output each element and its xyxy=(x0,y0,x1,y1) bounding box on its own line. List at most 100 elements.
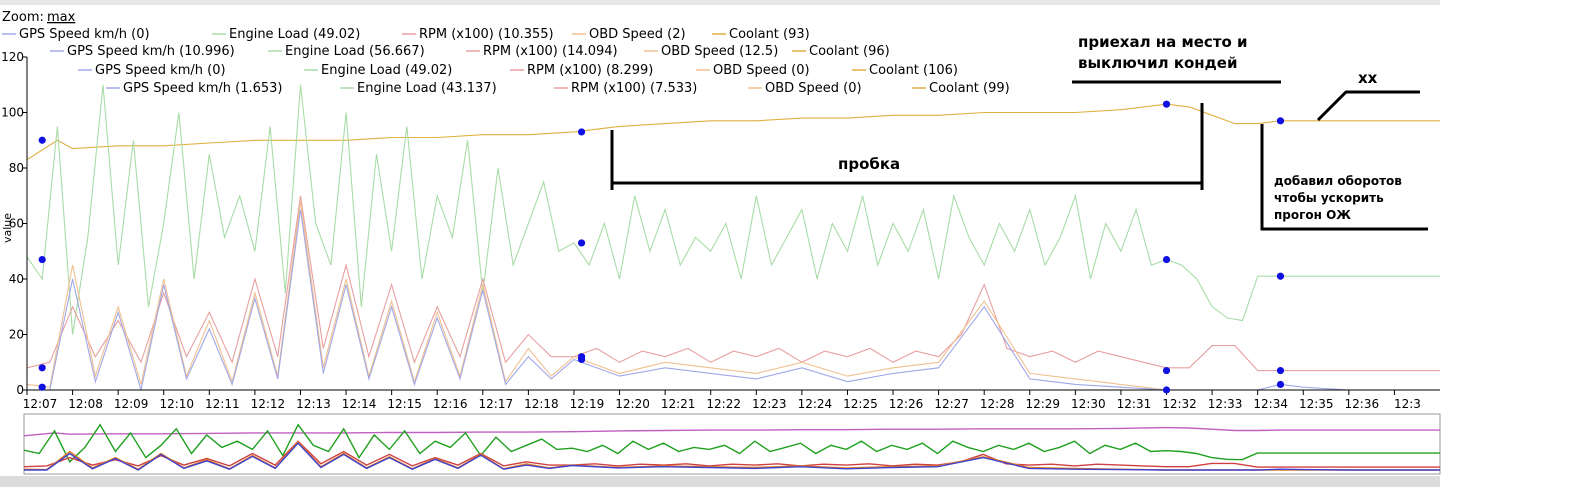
x-tick-label-13: 12:20 xyxy=(615,397,650,411)
y-tick-label-4: 80 xyxy=(9,161,24,175)
legend-entry-0-3[interactable]: OBD Speed (2) xyxy=(589,27,686,42)
annotation-revs-line3: прогон ОЖ xyxy=(1274,208,1351,222)
legend-entry-2-1[interactable]: Engine Load (49.02) xyxy=(321,63,452,78)
zoom-max-link[interactable]: max xyxy=(47,10,76,25)
hover-marker-9 xyxy=(1162,255,1171,264)
hover-marker-0 xyxy=(38,136,46,144)
x-tick-label-25: 12:32 xyxy=(1162,397,1197,411)
navigator-line-0 xyxy=(23,426,1440,437)
legend-entry-1-2[interactable]: RPM (x100) (14.094) xyxy=(483,44,618,59)
zoom-label: Zoom: xyxy=(2,10,44,25)
legend-entry-3-0[interactable]: GPS Speed km/h (1.653) xyxy=(123,81,283,96)
legend-entry-2-4[interactable]: Coolant (106) xyxy=(869,63,958,78)
x-tick-label-27: 12:34 xyxy=(1253,397,1288,411)
plot-area[interactable] xyxy=(26,84,1440,391)
x-tick-label-28: 12:35 xyxy=(1299,397,1334,411)
x-tick-label-7: 12:14 xyxy=(342,397,377,411)
legend-entry-3-1[interactable]: Engine Load (43.137) xyxy=(357,81,497,96)
series-line-1 xyxy=(26,84,1440,335)
legend-entry-0-4[interactable]: Coolant (93) xyxy=(729,27,810,42)
legend-entry-1-0[interactable]: GPS Speed km/h (10.996) xyxy=(67,44,235,59)
annotation-revs-line2: чтобы ускорить xyxy=(1274,191,1384,205)
idle-pointer xyxy=(1316,90,1420,122)
legend-entry-0-2[interactable]: RPM (x100) (10.355) xyxy=(419,27,554,42)
annotation-arrived-line2: выключил кондей xyxy=(1078,54,1237,72)
navigator-line-2 xyxy=(23,440,1440,468)
x-tick-label-18: 12:25 xyxy=(843,397,878,411)
navigator-line-4 xyxy=(24,442,1440,471)
y-axis-label: value xyxy=(1,213,14,243)
annotations: приехал на место и выключил кондей пробк… xyxy=(610,33,1428,231)
x-tick-label-1: 12:08 xyxy=(68,397,103,411)
annotation-arrived-line1: приехал на место и xyxy=(1078,33,1248,51)
legend-entry-3-4[interactable]: Coolant (99) xyxy=(929,81,1010,96)
annotation-traffic: пробка xyxy=(838,155,900,173)
hover-marker-7 xyxy=(577,355,586,364)
x-tick-label-6: 12:13 xyxy=(296,397,331,411)
hover-marker-15 xyxy=(1276,380,1285,389)
legend-entry-1-1[interactable]: Engine Load (56.667) xyxy=(285,44,425,59)
toolbar-strip xyxy=(0,0,1440,5)
hover-marker-3 xyxy=(38,383,46,391)
hover-markers xyxy=(38,100,1285,394)
y-tick-label-2: 40 xyxy=(9,272,24,286)
legend-entry-0-1[interactable]: Engine Load (49.02) xyxy=(229,27,360,42)
x-tick-label-26: 12:33 xyxy=(1208,397,1243,411)
x-tick-label-20: 12:27 xyxy=(934,397,969,411)
hover-marker-5 xyxy=(577,239,586,247)
hover-marker-4 xyxy=(577,128,586,136)
series-line-4 xyxy=(27,209,1440,391)
hover-marker-11 xyxy=(1162,386,1171,394)
y-tick-label-3: 60 xyxy=(9,217,24,231)
hover-marker-2 xyxy=(38,364,46,372)
legend-entry-2-2[interactable]: RPM (x100) (8.299) xyxy=(527,63,653,78)
series-line-0 xyxy=(26,103,1440,161)
x-tick-label-9: 12:16 xyxy=(433,397,468,411)
legend-entry-2-3[interactable]: OBD Speed (0) xyxy=(713,63,810,78)
x-tick-label-19: 12:26 xyxy=(889,397,924,411)
y-tick-label-6: 120 xyxy=(1,50,24,64)
y-tick-label-1: 20 xyxy=(9,328,24,342)
axes: 0 20 40 60 80 100 120 12:07 12:08 12:09 12:10 12:11… xyxy=(1,50,1440,411)
hover-marker-1 xyxy=(38,255,46,264)
x-tick-label-12: 12:19 xyxy=(570,397,605,411)
legend-entry-3-3[interactable]: OBD Speed (0) xyxy=(765,81,862,96)
navigator-scrollbar[interactable] xyxy=(0,476,1440,487)
hover-marker-10 xyxy=(1162,366,1171,375)
y-tick-label-0: 0 xyxy=(16,383,24,397)
navigator-line-1 xyxy=(23,423,1440,463)
y-tick-label-5: 100 xyxy=(1,106,24,120)
legend-entry-2-0[interactable]: GPS Speed km/h (0) xyxy=(95,63,226,78)
x-tick-label-2: 12:09 xyxy=(114,397,149,411)
x-tick-label-8: 12:15 xyxy=(387,397,422,411)
series-line-3 xyxy=(26,201,1440,391)
x-tick-label-30: 12:3 xyxy=(1394,397,1421,411)
annotation-revs-line1: добавил оборотов xyxy=(1274,174,1402,188)
legend-entry-3-2[interactable]: RPM (x100) (7.533) xyxy=(571,81,697,96)
x-tick-label-21: 12:28 xyxy=(980,397,1015,411)
navigator-overview[interactable] xyxy=(0,413,1441,487)
x-tick-label-11: 12:18 xyxy=(524,397,559,411)
series-line-2 xyxy=(26,195,1440,372)
x-tick-label-16: 12:23 xyxy=(752,397,787,411)
revs-bracket xyxy=(1260,124,1428,231)
x-tick-label-14: 12:21 xyxy=(661,397,696,411)
legend: GPS Speed km/h (0) Engine Load (49.02) RPM… xyxy=(2,27,1010,96)
x-tick-label-29: 12:36 xyxy=(1345,397,1380,411)
x-tick-label-17: 12:24 xyxy=(798,397,833,411)
legend-entry-1-3[interactable]: OBD Speed (12.5) xyxy=(661,44,778,59)
x-tick-label-0: 12:07 xyxy=(23,397,58,411)
legend-entry-0-0[interactable]: GPS Speed km/h (0) xyxy=(19,27,150,42)
x-tick-label-24: 12:31 xyxy=(1117,397,1152,411)
x-tick-label-4: 12:11 xyxy=(205,397,240,411)
hover-marker-13 xyxy=(1276,272,1285,280)
x-tick-label-23: 12:30 xyxy=(1071,397,1106,411)
hover-marker-12 xyxy=(1276,117,1285,125)
legend-entry-1-4[interactable]: Coolant (96) xyxy=(809,44,890,59)
x-tick-label-5: 12:12 xyxy=(251,397,286,411)
annotation-idle: хх xyxy=(1358,69,1378,87)
x-tick-label-22: 12:29 xyxy=(1025,397,1060,411)
x-tick-label-3: 12:10 xyxy=(159,397,194,411)
hover-marker-14 xyxy=(1276,366,1285,375)
